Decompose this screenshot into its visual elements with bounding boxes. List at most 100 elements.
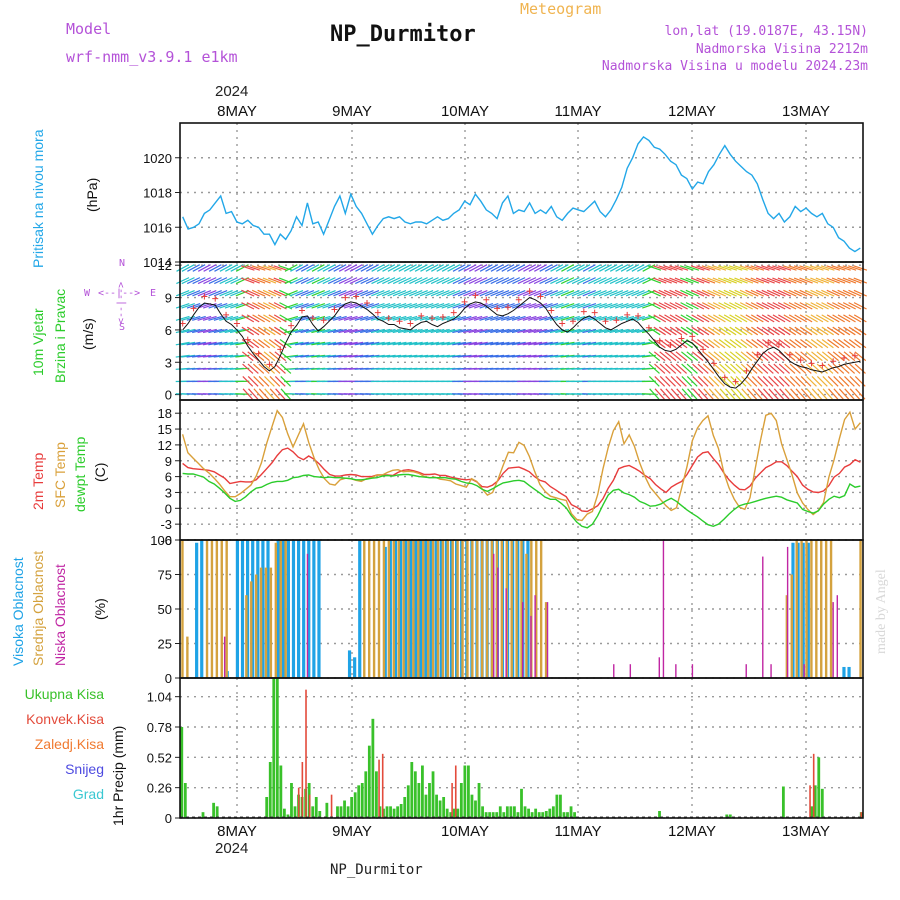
cloud-mid-bar <box>426 540 430 678</box>
wind-arrow <box>430 354 445 358</box>
precip-total-bar <box>265 797 269 818</box>
wind-arrow <box>533 341 548 346</box>
wind-arrow <box>805 339 818 349</box>
wind-arrow <box>263 351 276 362</box>
wind-arrow <box>707 339 720 349</box>
wind-arrow <box>555 328 570 334</box>
wind-arrow <box>538 354 553 358</box>
wind-arrow <box>246 277 260 284</box>
wind-arrow <box>750 277 765 284</box>
wind-arrow <box>833 388 844 400</box>
wind-arrow <box>441 328 456 334</box>
wind-arrow <box>354 290 369 297</box>
wind-arrow <box>458 264 472 272</box>
wind-arrow <box>528 302 542 309</box>
wind-arrow <box>555 315 570 321</box>
wind-arrow <box>398 264 412 272</box>
wind-arrow <box>311 354 326 358</box>
wind-arrow <box>631 354 646 358</box>
wind-arrow <box>435 328 450 334</box>
wind-arrow <box>317 264 331 272</box>
precip-total-bar <box>817 757 821 818</box>
wind-arrow <box>615 264 629 272</box>
wind-arrow <box>669 289 683 297</box>
wind-arrow <box>691 314 705 323</box>
wind-arrow <box>376 264 390 272</box>
wind-arrow <box>713 339 726 349</box>
wind-arrow <box>821 314 835 323</box>
wind-arrow <box>241 277 255 284</box>
wind-arrow <box>230 302 244 309</box>
wind-gust-marker <box>233 320 240 327</box>
wind-arrow <box>181 277 195 285</box>
wind-arrow <box>186 354 201 358</box>
wind-arrow <box>381 354 396 358</box>
legend-convective-rain: Konvek.Kisa <box>26 711 104 727</box>
wind-arrow <box>658 302 672 310</box>
wind-arrow <box>692 363 704 374</box>
wind-arrow <box>696 265 710 271</box>
wind-arrow <box>327 290 342 297</box>
wind-arrow <box>719 388 730 400</box>
wind-arrow <box>790 388 801 400</box>
y-tick-label: 75 <box>158 568 172 583</box>
wind-arrow <box>842 302 856 310</box>
wind-arrow <box>414 264 428 272</box>
wind-gust-marker <box>396 318 403 325</box>
wind-arrow <box>534 264 547 272</box>
wind-arrow <box>252 339 265 349</box>
wind-arrow <box>620 328 635 334</box>
wind-arrow <box>322 354 337 358</box>
wind-arrow <box>258 351 270 362</box>
wind-arrow <box>523 264 537 272</box>
wind-arrow <box>495 277 510 285</box>
wind-gust-marker <box>190 305 197 312</box>
wind-arrow <box>289 277 304 285</box>
wind-arrow <box>533 315 548 321</box>
wind-arrow <box>425 328 440 334</box>
wind-arrow <box>734 265 748 271</box>
y-tick-label: 1020 <box>143 151 172 166</box>
wind-label-2: Brzina i Pravac <box>52 288 68 383</box>
elevation-text: Nadmorska Visina 2212m <box>695 42 868 57</box>
wind-arrow <box>382 264 396 272</box>
wind-arrow <box>604 290 618 297</box>
cloud-mid-bar <box>785 595 789 678</box>
wind-arrow <box>854 363 866 374</box>
wind-arrow <box>669 314 683 323</box>
wind-arrow <box>289 315 304 321</box>
wind-arrow <box>479 277 493 285</box>
wind-arrow <box>577 277 591 285</box>
wind-arrow <box>192 277 206 285</box>
temp2m-line <box>182 447 861 513</box>
wind-arrow <box>186 341 201 346</box>
wind-arrow <box>316 328 331 334</box>
wind-gust-marker <box>765 339 772 346</box>
wind-arrow <box>827 376 839 387</box>
wind-arrow <box>741 376 752 387</box>
wind-arrow <box>344 290 358 297</box>
wind-arrow <box>826 326 840 336</box>
wind-gust-marker <box>472 292 479 299</box>
cloud-mid-bar <box>367 540 371 678</box>
wind-arrow <box>479 341 494 346</box>
wind-arrow <box>457 277 472 285</box>
wind-arrow <box>242 376 254 387</box>
wind-arrow <box>387 290 401 297</box>
wind-arrow <box>490 354 505 358</box>
wind-arrow <box>343 328 358 334</box>
wind-arrow <box>826 302 840 310</box>
wind-arrow <box>354 277 369 285</box>
wind-arrow <box>235 290 250 297</box>
wind-arrow <box>702 302 716 310</box>
wind-arrow <box>746 376 758 387</box>
wind-arrow <box>745 339 758 349</box>
cloud-mid-bar <box>279 540 282 678</box>
cloud-low-bar <box>786 546 789 678</box>
cloud-mid-bar <box>859 540 862 678</box>
wind-arrow <box>393 264 406 272</box>
wind-arrow <box>593 341 608 346</box>
wind-arrow <box>409 264 423 272</box>
wind-arrow <box>230 290 244 297</box>
wind-arrow <box>268 314 282 323</box>
